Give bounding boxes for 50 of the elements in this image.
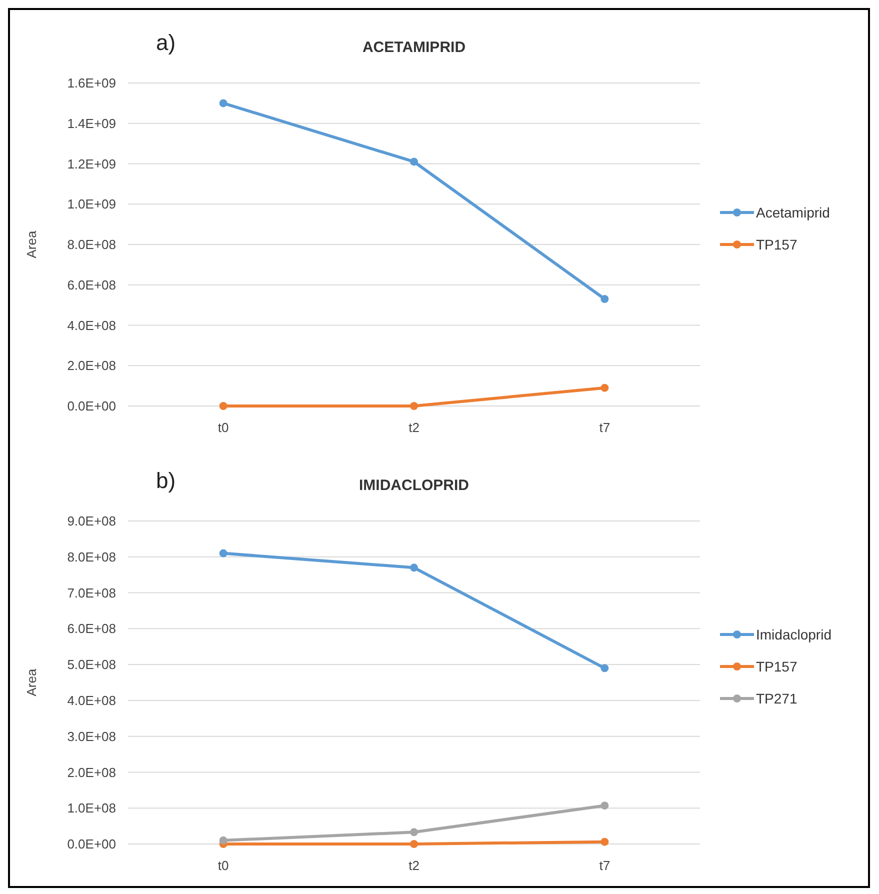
point <box>410 828 418 836</box>
y-tick-label: 1.6E+09 <box>67 76 116 91</box>
text: b) <box>156 468 176 493</box>
y-tick-label: 4.0E+08 <box>67 318 116 333</box>
y-tick-label: 8.0E+08 <box>67 237 116 252</box>
legend-label: TP157 <box>756 658 798 674</box>
legend-label: TP157 <box>756 236 798 252</box>
point <box>219 402 228 410</box>
y-tick-label: 0.0E+00 <box>67 836 116 852</box>
x-tick-label: t0 <box>218 420 229 435</box>
point <box>410 402 418 410</box>
x-tick-label: t2 <box>408 420 420 435</box>
point <box>410 564 418 572</box>
point <box>219 549 228 558</box>
y-tick-label: 7.0E+08 <box>67 585 116 600</box>
y-tick-label: 1.4E+09 <box>67 116 116 131</box>
y-tick-label: 1.0E+09 <box>67 196 116 212</box>
point <box>600 802 609 810</box>
legend-label: Imidacloprid <box>756 626 832 642</box>
point <box>600 838 609 846</box>
point <box>219 836 228 844</box>
y-tick-label: 1.2E+09 <box>67 156 116 172</box>
x-tick-label: t0 <box>218 858 229 873</box>
y-tick-label: 6.0E+08 <box>67 277 116 292</box>
y-axis-title: Area <box>24 230 39 258</box>
point <box>600 384 609 392</box>
y-tick-label: 1.0E+08 <box>67 800 116 816</box>
y-tick-label: 6.0E+08 <box>67 621 116 636</box>
legend-label: TP271 <box>756 690 798 706</box>
y-tick-label: 5.0E+08 <box>67 657 116 672</box>
x-tick-label: t7 <box>599 858 610 873</box>
point <box>410 158 418 166</box>
y-tick-label: 9.0E+08 <box>67 514 116 529</box>
chart-title: IMIDACLOPRID <box>359 477 470 494</box>
x-tick-label: t7 <box>599 420 610 435</box>
y-tick-label: 3.0E+08 <box>67 728 116 744</box>
point <box>219 99 228 108</box>
y-tick-label: 8.0E+08 <box>67 549 116 564</box>
point <box>600 664 609 672</box>
y-tick-label: 0.0E+00 <box>67 398 116 414</box>
point <box>600 295 609 304</box>
text: a) <box>156 30 176 55</box>
y-tick-label: 2.0E+08 <box>67 764 116 780</box>
y-axis-title: Area <box>24 668 39 696</box>
x-tick-label: t2 <box>408 858 420 873</box>
point <box>410 840 418 848</box>
y-tick-label: 4.0E+08 <box>67 692 116 708</box>
y-tick-label: 2.0E+08 <box>67 358 116 374</box>
chart-title: ACETAMIPRID <box>362 39 466 56</box>
legend-label: Acetamiprid <box>756 204 830 220</box>
